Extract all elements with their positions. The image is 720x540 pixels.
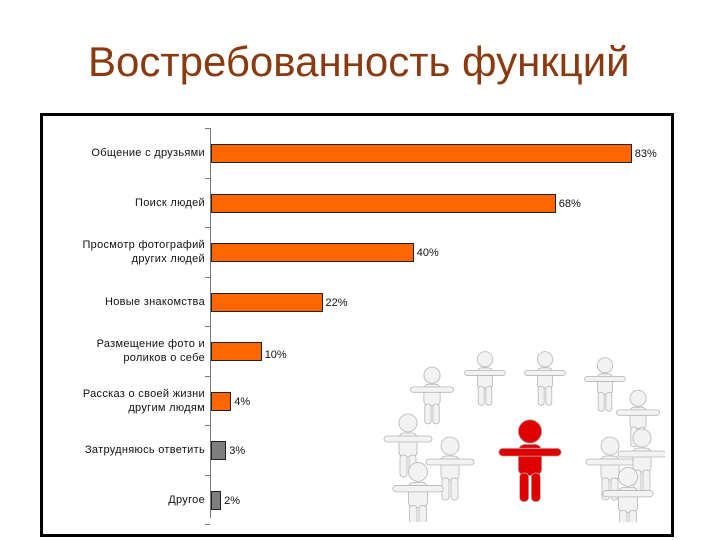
bar [211,391,232,411]
page-title: Востребованность функций [88,38,630,85]
category-label: Размещение фото и роликов о себе [96,338,205,364]
figure-icon [602,467,654,522]
leader-figure-icon [498,419,562,503]
category-axis [210,128,211,518]
figure-icon [584,357,626,412]
bar [211,292,323,312]
people-circle-icon [383,351,665,522]
bar [211,490,222,510]
axis-tick [205,524,210,525]
bar [211,193,556,213]
chart-frame [40,113,674,537]
value-label: 2% [224,494,241,507]
figure-icon [392,462,444,522]
category-label: Общение с друзьями [91,147,205,159]
bar [211,144,632,163]
bar [211,342,262,361]
axis-tick [205,425,210,426]
axis-tick [205,276,210,278]
value-label: 40% [416,247,439,259]
bar [211,243,414,262]
value-label: 3% [229,445,246,457]
value-label: 10% [264,349,287,361]
axis-tick [205,474,210,476]
category-label: Новые знакомства [104,295,205,308]
value-label: 83% [634,148,657,160]
axis-tick [205,227,210,228]
axis-tick [205,128,210,129]
bar [211,441,227,460]
category-label: Поиск людей [135,196,205,209]
figure-icon [464,351,506,406]
category-label: Рассказ о своей жизни другим людям [82,387,205,414]
figure-icon [585,436,635,501]
value-label: 4% [234,395,251,408]
figure-icon [409,366,455,425]
axis-tick [205,177,210,179]
value-label: 68% [558,197,581,210]
category-label: Просмотр фотографий других людей [82,239,205,265]
figure-icon [524,351,566,406]
category-label: Другое [168,493,205,506]
category-label: Затрудняюсь ответить [84,444,205,456]
axis-tick [205,326,210,327]
axis-tick [205,375,210,377]
value-label: 22% [325,296,348,309]
